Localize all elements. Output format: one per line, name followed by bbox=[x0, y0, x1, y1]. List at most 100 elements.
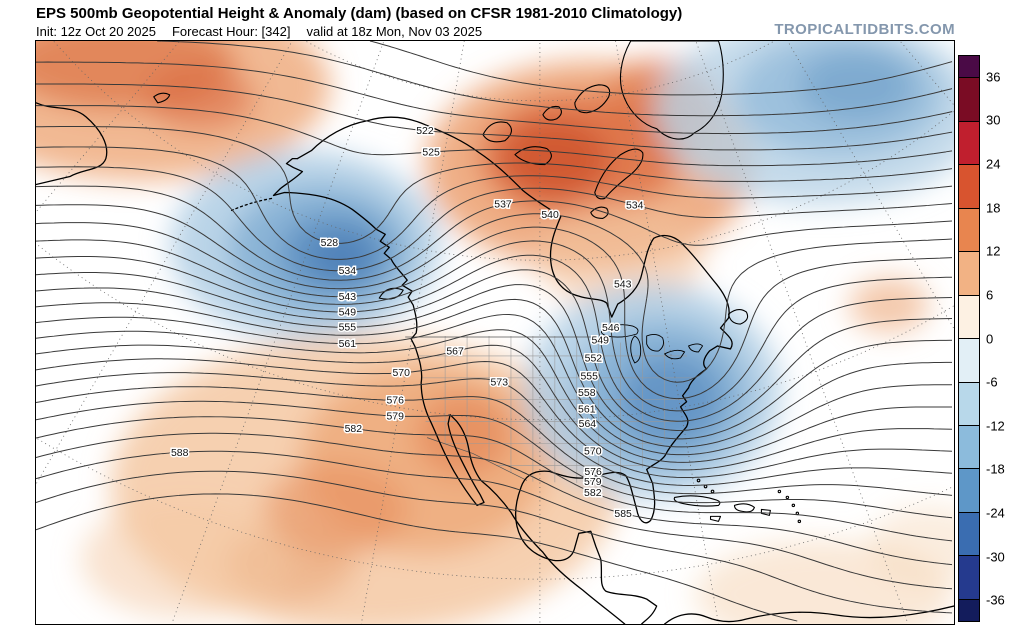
contour-label: 528 bbox=[321, 238, 339, 249]
valid-time: valid at 18z Mon, Nov 03 2025 bbox=[306, 24, 483, 39]
contour-label: 552 bbox=[585, 353, 603, 364]
jamaica bbox=[709, 515, 722, 522]
bahamas bbox=[710, 489, 715, 494]
great-lakes-layer bbox=[601, 324, 704, 364]
contour-label: 522 bbox=[416, 126, 434, 137]
national-borders-layer bbox=[405, 336, 597, 481]
contour-label: 582 bbox=[584, 488, 602, 499]
antilles bbox=[797, 519, 802, 524]
colorbar-tick-label: 30 bbox=[986, 112, 1001, 128]
colorbar: 36 30 24 18 12 6 0 -6 -12 -18 -24 -30 -36 bbox=[958, 55, 1018, 622]
contour-label: 549 bbox=[339, 307, 357, 318]
colorbar-tick-label: -30 bbox=[986, 549, 1005, 565]
colorbar-bar bbox=[958, 55, 980, 622]
colorbar-segment bbox=[959, 251, 979, 295]
colorbar-segment bbox=[959, 598, 979, 622]
contour-label: 555 bbox=[580, 371, 598, 382]
colorbar-segment bbox=[959, 207, 979, 252]
tropicaltidbits-watermark: TROPICALTIDBITS.COM bbox=[774, 21, 955, 38]
north-america-coast-west bbox=[272, 157, 626, 624]
contour-label: 549 bbox=[592, 335, 610, 346]
contour-label: 579 bbox=[386, 412, 404, 423]
anomaly-map: 5225255285345345375405435495555615435465… bbox=[36, 41, 954, 624]
puerto-rico bbox=[760, 508, 771, 516]
colorbar-segment bbox=[959, 511, 979, 556]
colorbar-segment bbox=[959, 381, 979, 425]
contour-label: 579 bbox=[584, 477, 602, 488]
contour-label: 537 bbox=[494, 200, 512, 211]
baffin-island bbox=[594, 148, 644, 200]
contour-labels-layer: 5225255285345345375405435495555615435465… bbox=[169, 125, 645, 522]
islands-layer bbox=[153, 41, 802, 524]
colorbar-segment bbox=[959, 56, 979, 78]
contour-label: 543 bbox=[339, 292, 357, 303]
colorbar-tick-label: 18 bbox=[986, 200, 1001, 216]
contour-label: 564 bbox=[579, 419, 597, 430]
colorbar-segment bbox=[959, 77, 979, 121]
colorbar-tick-label: -36 bbox=[986, 592, 1005, 608]
init-time: Init: 12z Oct 20 2025 bbox=[36, 24, 156, 39]
colorbar-segment bbox=[959, 424, 979, 469]
contour-label: 558 bbox=[578, 388, 596, 399]
contour-label: 573 bbox=[491, 377, 509, 388]
colorbar-segment bbox=[959, 338, 979, 382]
coastlines-layer bbox=[36, 102, 954, 624]
colorbar-tick-label: -18 bbox=[986, 461, 1005, 477]
lake-superior bbox=[601, 324, 639, 338]
colorbar-segment bbox=[959, 164, 979, 208]
contour-label: 570 bbox=[584, 446, 602, 457]
contour-label: 540 bbox=[541, 210, 559, 221]
antilles bbox=[777, 489, 782, 494]
contour-label: 534 bbox=[626, 200, 644, 211]
colorbar-tick-label: 0 bbox=[986, 331, 994, 346]
colorbar-segment bbox=[959, 468, 979, 512]
victoria-island bbox=[514, 146, 552, 166]
map-area: 522 525 528 534 534 537 540 543 549 555 561 543 546 5… bbox=[35, 40, 955, 625]
contour-label: 576 bbox=[386, 396, 404, 407]
contour-label: 561 bbox=[339, 339, 357, 350]
colorbar-segment bbox=[959, 120, 979, 165]
colorbar-tick-label: 24 bbox=[986, 156, 1001, 172]
antilles bbox=[785, 495, 790, 500]
anomaly-shading-layer bbox=[36, 41, 954, 624]
chart-subtitle: Init: 12z Oct 20 2025 Forecast Hour: [342… bbox=[36, 24, 498, 39]
south-america-coast bbox=[663, 605, 954, 624]
height-contours-layer bbox=[36, 41, 953, 622]
colorbar-tick-label: 12 bbox=[986, 243, 1001, 259]
contour-label: 561 bbox=[578, 405, 596, 416]
colorbar-tick-label: -6 bbox=[986, 374, 998, 390]
antilles bbox=[791, 503, 796, 508]
ellesmere-island bbox=[574, 84, 611, 114]
colorbar-tick-label: -24 bbox=[986, 505, 1005, 521]
colorbar-tick-label: 36 bbox=[986, 69, 1001, 85]
colorbar-tick-label: 6 bbox=[986, 287, 994, 303]
contour-label: 585 bbox=[614, 509, 632, 520]
colorbar-segment bbox=[959, 555, 979, 599]
contour-label: 570 bbox=[392, 368, 410, 379]
bahamas bbox=[696, 478, 701, 483]
contour-label: 567 bbox=[446, 347, 464, 358]
colorbar-segment bbox=[959, 294, 979, 339]
contour-label: 588 bbox=[171, 448, 189, 459]
chukotka-coast bbox=[36, 102, 108, 186]
chart-title: EPS 500mb Geopotential Height & Anomaly … bbox=[36, 5, 683, 22]
contour-label: 525 bbox=[422, 148, 440, 159]
north-america-coast-east bbox=[296, 116, 733, 624]
contour-label: 543 bbox=[614, 279, 632, 290]
contour-label: 555 bbox=[339, 323, 357, 334]
contour-label: 546 bbox=[602, 323, 620, 334]
graticule-layer bbox=[36, 41, 954, 624]
aleutians-coast bbox=[230, 197, 273, 212]
contour-label: 582 bbox=[345, 424, 363, 435]
wrangel-island bbox=[153, 92, 171, 104]
lake-michigan bbox=[630, 335, 642, 364]
forecast-hour: Forecast Hour: [342] bbox=[171, 24, 291, 39]
contour-label: 576 bbox=[584, 467, 602, 478]
contour-label: 534 bbox=[339, 266, 357, 277]
lake-erie bbox=[663, 349, 686, 360]
hispaniola bbox=[733, 503, 755, 513]
lake-ontario bbox=[688, 343, 704, 353]
newfoundland bbox=[727, 308, 749, 325]
colorbar-tick-label: -12 bbox=[986, 418, 1005, 434]
